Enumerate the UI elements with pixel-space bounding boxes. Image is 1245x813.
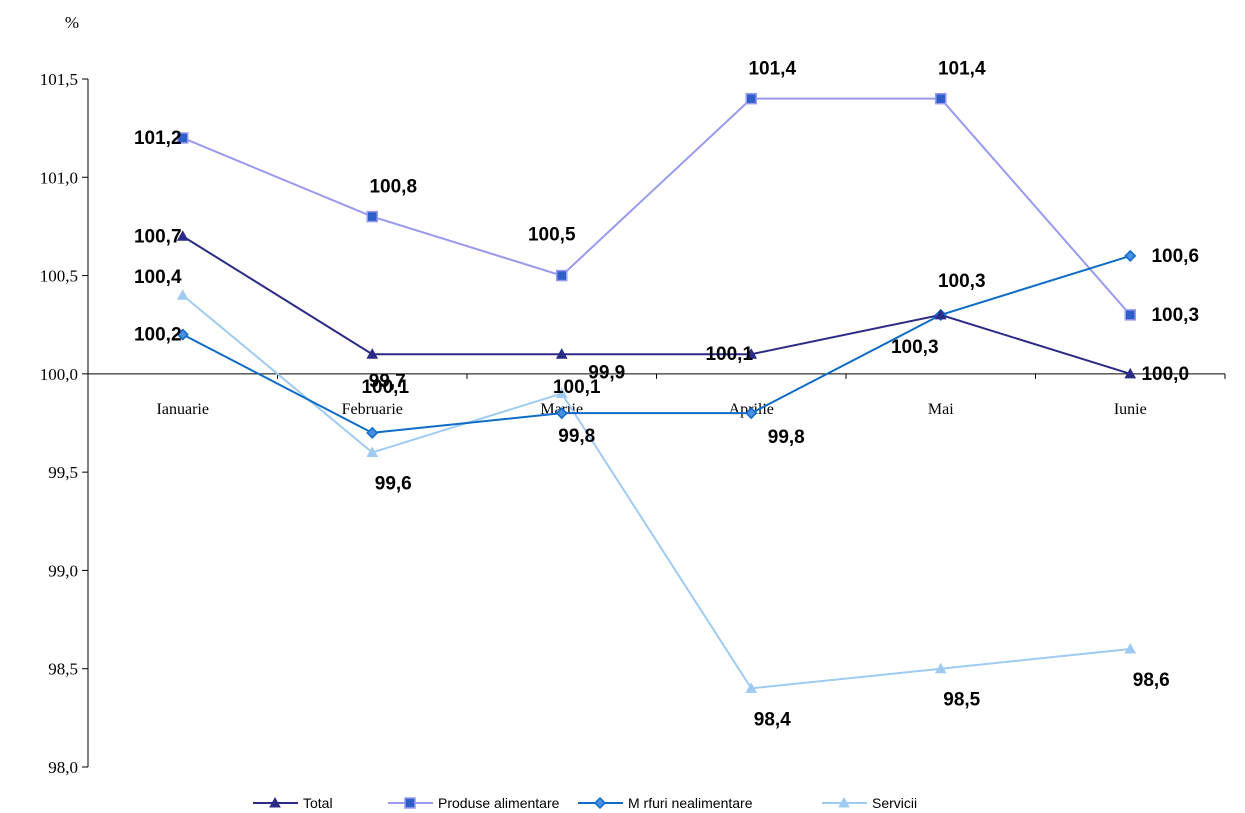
x-category-label: Mai — [928, 401, 954, 418]
series-point — [176, 328, 189, 341]
series-point — [366, 446, 379, 457]
series-point — [177, 132, 189, 144]
series-point — [745, 92, 757, 105]
data-label: 98,4 — [754, 709, 791, 730]
legend-marker — [593, 796, 607, 810]
y-axis-unit-label: % — [65, 13, 79, 32]
data-label: 100,1 — [553, 377, 601, 398]
data-label: 98,6 — [1133, 670, 1170, 691]
data-label: 101,4 — [938, 59, 986, 80]
data-label: 100,3 — [938, 271, 986, 292]
data-label: 100,5 — [528, 225, 576, 246]
series-point — [745, 407, 758, 420]
data-label: 99,6 — [375, 473, 412, 494]
y-tick-label: 100,0 — [40, 365, 78, 384]
y-tick-label: 101,5 — [40, 70, 78, 89]
series-point — [934, 308, 947, 320]
data-label: 99,8 — [558, 426, 595, 447]
y-tick-label: 101,0 — [40, 168, 78, 187]
data-label: 99,7 — [369, 371, 406, 392]
y-tick-label: 99,0 — [48, 561, 78, 580]
series-point — [1124, 309, 1136, 321]
legend-marker — [838, 796, 850, 808]
series-point — [176, 230, 189, 241]
series-point — [366, 348, 379, 359]
data-label: 99,9 — [588, 363, 625, 384]
series-line — [182, 294, 1131, 690]
series-line — [182, 254, 1131, 434]
legend-marker — [404, 797, 416, 809]
series-line — [182, 97, 1132, 316]
axes: 98,0 98,5 99,0 99,5 100,0 100,5 101,0 101,5 Ianu… — [40, 70, 1226, 777]
data-label: 101,4 — [748, 59, 796, 80]
series-markers — [176, 92, 1137, 693]
y-tick-label: 100,5 — [40, 267, 78, 286]
data-labels: 100,7 100,1 100,1 100,1 100,3 100,0 101,2 100,8… — [134, 59, 1199, 731]
data-label: 100,2 — [134, 325, 182, 346]
series-point — [366, 426, 379, 439]
series-point — [1124, 249, 1137, 262]
legend-label: Produse alimentare — [438, 795, 560, 811]
series-point — [555, 407, 568, 420]
data-label: 100,3 — [891, 337, 939, 358]
x-category-label: Iunie — [1114, 401, 1147, 418]
series-point — [934, 662, 947, 674]
data-label: 98,5 — [943, 690, 980, 711]
series-point — [1124, 643, 1137, 654]
legend-label: Servicii — [872, 795, 917, 811]
data-label: 100,0 — [1141, 364, 1189, 385]
data-label: 100,1 — [705, 344, 753, 365]
data-label: 100,7 — [134, 226, 182, 247]
series-point — [745, 348, 758, 359]
data-label: 100,4 — [134, 267, 182, 288]
data-label: 101,2 — [134, 128, 182, 149]
series-point — [366, 210, 378, 223]
legend-marker — [269, 796, 281, 808]
data-label: 99,8 — [768, 427, 805, 448]
series-point — [1124, 367, 1137, 379]
data-label: 100,6 — [1151, 246, 1199, 267]
series-lines — [182, 97, 1132, 690]
y-tick-label: 99,5 — [48, 463, 78, 482]
data-label: 100,3 — [1151, 305, 1199, 326]
series-point — [745, 682, 758, 693]
data-label: 100,1 — [361, 377, 409, 398]
series-point — [555, 348, 568, 359]
legend-label: Total — [303, 795, 333, 811]
series-line — [182, 235, 1131, 375]
series-point — [555, 387, 568, 399]
series-point — [176, 289, 189, 300]
series-point — [935, 92, 947, 105]
y-tick-label: 98,0 — [48, 758, 78, 777]
data-label: 100,8 — [369, 177, 417, 198]
series-point — [556, 269, 568, 282]
y-tick-label: 98,5 — [48, 660, 78, 679]
legend: Total Produse alimentare M rfuri nealiment… — [253, 795, 917, 811]
legend-label: M rfuri nealimentare — [628, 795, 753, 811]
x-category-label: Ianuarie — [157, 401, 209, 418]
x-category-label: Februarie — [342, 401, 403, 418]
